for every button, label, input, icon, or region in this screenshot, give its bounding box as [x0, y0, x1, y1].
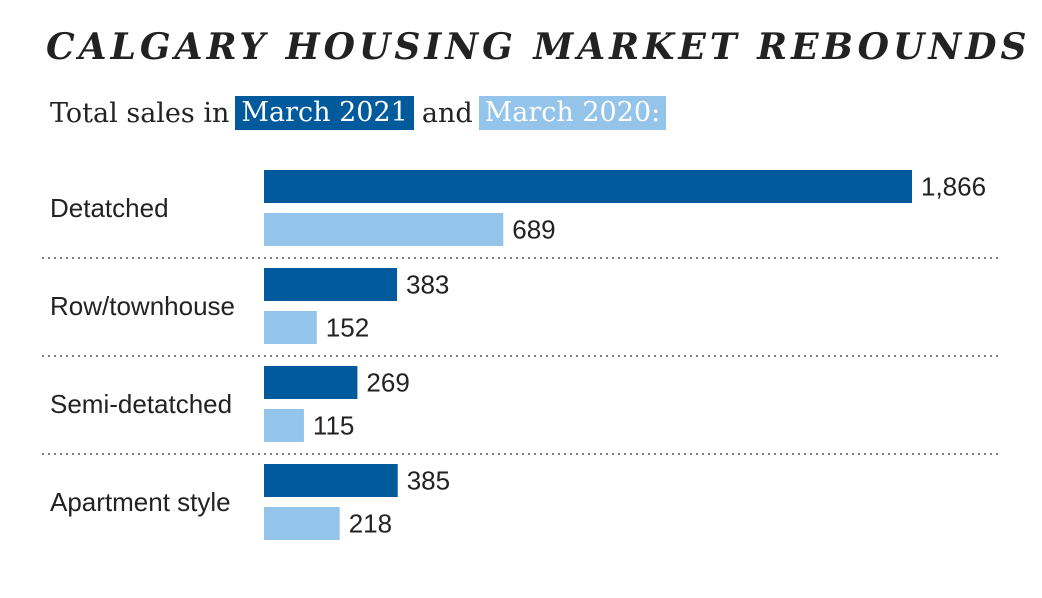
chart-title: CALGARY HOUSING MARKET REBOUNDS: [46, 26, 1031, 68]
bar-march-2020: [264, 409, 304, 442]
bar-march-2021: [264, 366, 358, 399]
bar-march-2021: [264, 268, 398, 301]
category-label: Detatched: [50, 193, 169, 223]
data-label: 218: [349, 509, 392, 539]
data-label: 1,866: [921, 172, 986, 202]
legend-march-2020: March 2020:: [478, 96, 667, 130]
category-label: Row/townhouse: [50, 291, 235, 321]
bar-march-2021: [264, 464, 398, 497]
data-label: 152: [326, 313, 369, 343]
data-label: 385: [407, 466, 450, 496]
data-label: 689: [512, 215, 555, 245]
bar-march-2020: [264, 311, 317, 344]
category-label: Semi-detatched: [50, 389, 232, 419]
bar-march-2020: [264, 507, 340, 540]
data-label: 115: [313, 411, 354, 441]
legend-march-2021: March 2021: [235, 96, 414, 130]
bar-march-2020: [264, 213, 504, 246]
bar-march-2021: [264, 170, 912, 203]
subtitle-prefix: Total sales in: [50, 97, 230, 129]
subtitle-connector: and: [421, 97, 473, 129]
data-label: 269: [366, 368, 409, 398]
category-label: Apartment style: [50, 487, 231, 517]
chart-subtitle: Total sales in March 2021 and March 2020…: [50, 96, 667, 130]
data-label: 383: [406, 270, 449, 300]
